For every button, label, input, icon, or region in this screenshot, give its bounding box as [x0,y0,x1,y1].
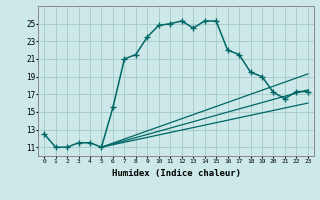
X-axis label: Humidex (Indice chaleur): Humidex (Indice chaleur) [111,169,241,178]
